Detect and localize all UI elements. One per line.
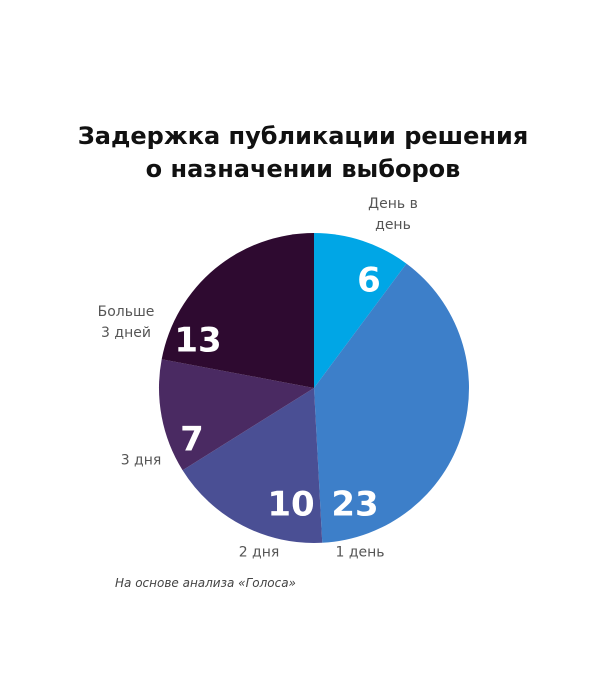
value-label: 10 [267, 485, 314, 525]
category-label: Больше 3 дней [97, 304, 155, 341]
source-note: На основе анализа «Голоса» [115, 576, 296, 590]
value-label: 13 [174, 321, 221, 361]
value-label: 6 [357, 261, 381, 301]
pie-slice [182, 388, 323, 543]
pie-slice [158, 359, 314, 471]
category-label: 2 дня [238, 544, 280, 561]
pie-slice [314, 263, 470, 543]
category-label: 3 дня [120, 452, 162, 469]
category-label: 1 день [335, 544, 385, 561]
pie-slice [314, 233, 407, 388]
category-label: День в день [368, 196, 418, 233]
value-label: 7 [180, 420, 204, 460]
value-label: 23 [331, 485, 378, 525]
chart-title: Задержка публикации решения о назначении… [77, 122, 529, 183]
pie-slice [161, 233, 314, 388]
